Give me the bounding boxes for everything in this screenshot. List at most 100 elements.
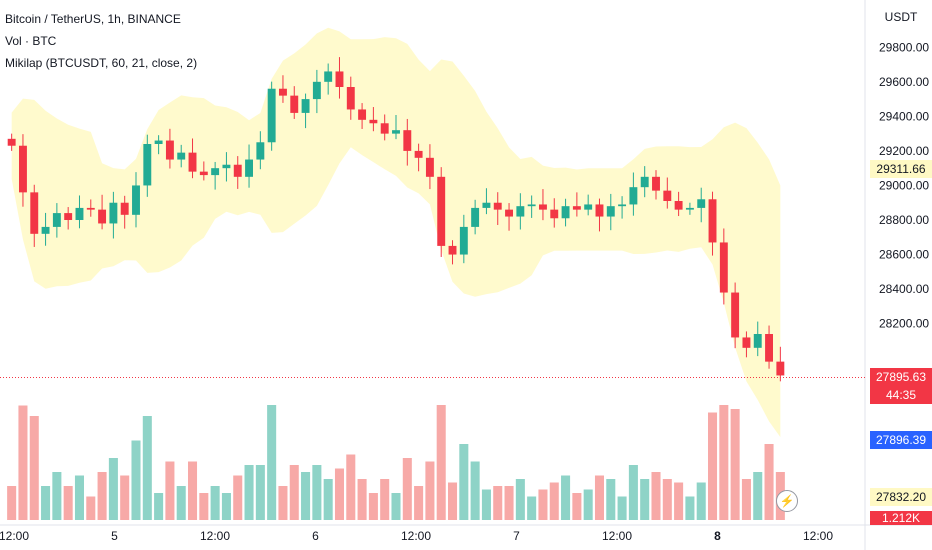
volume-bar bbox=[210, 486, 220, 520]
volume-bar bbox=[662, 479, 672, 520]
candle-body bbox=[550, 209, 559, 219]
volume-bar bbox=[199, 493, 209, 520]
volume-bar bbox=[753, 472, 763, 520]
candle-body bbox=[154, 140, 163, 144]
volume-bar bbox=[52, 472, 62, 520]
candle-body bbox=[414, 150, 423, 158]
volume-bar bbox=[459, 444, 469, 520]
volume-bar bbox=[301, 472, 311, 520]
volume-bar bbox=[221, 493, 231, 520]
candle-body bbox=[708, 199, 717, 243]
volume-bar bbox=[165, 461, 175, 520]
time-tick-label: 6 bbox=[312, 529, 319, 543]
volume-bar bbox=[425, 461, 435, 520]
candle-body bbox=[776, 361, 785, 376]
candle-body bbox=[301, 99, 310, 113]
volume-bar bbox=[561, 475, 571, 520]
volume-bar bbox=[41, 486, 51, 520]
candle-body bbox=[742, 337, 751, 348]
price-tick-label: 28400.00 bbox=[879, 282, 929, 296]
time-tick-label: 8 bbox=[714, 529, 721, 543]
volume-bar bbox=[481, 489, 491, 520]
volume-bar bbox=[391, 493, 401, 520]
volume-bar bbox=[188, 461, 198, 520]
volume-bar bbox=[86, 496, 96, 520]
volume-bar bbox=[289, 465, 299, 520]
volume-bar bbox=[651, 472, 661, 520]
volume-bar bbox=[267, 405, 277, 520]
candle-body bbox=[75, 207, 84, 220]
volume-bar bbox=[628, 465, 638, 520]
candle-body bbox=[606, 206, 615, 217]
candle-body bbox=[482, 202, 491, 208]
candle-body bbox=[663, 190, 672, 201]
candle-body bbox=[177, 152, 186, 160]
candle-body bbox=[539, 204, 547, 210]
volume-bar bbox=[368, 493, 378, 520]
volume-bar bbox=[402, 458, 412, 520]
candle-body bbox=[584, 204, 593, 210]
candle-body bbox=[527, 204, 536, 207]
price-tick-label: 29200.00 bbox=[879, 144, 929, 158]
candle-body bbox=[392, 130, 400, 134]
candle-body bbox=[245, 159, 253, 177]
candle-body bbox=[493, 202, 502, 210]
volume-bar bbox=[583, 489, 593, 520]
indicator-band bbox=[11, 27, 781, 438]
candle-body bbox=[719, 242, 728, 293]
candle-body bbox=[765, 334, 773, 362]
candle-body bbox=[256, 142, 265, 160]
candle-body bbox=[516, 206, 525, 217]
candle-body bbox=[120, 202, 129, 215]
candle-body bbox=[279, 88, 287, 96]
volume-bar bbox=[685, 496, 695, 520]
candle-body bbox=[19, 145, 27, 193]
candle-body bbox=[86, 207, 95, 210]
candle-body bbox=[64, 213, 73, 220]
candle-body bbox=[199, 171, 208, 176]
volume-bar bbox=[63, 486, 73, 520]
last-price-tag: 27896.39 bbox=[870, 431, 932, 449]
countdown-tag: 44:35 bbox=[870, 386, 932, 405]
volume-bar bbox=[538, 489, 548, 520]
candle-body bbox=[731, 292, 740, 338]
candle-body bbox=[143, 144, 152, 186]
volume-bar bbox=[131, 440, 141, 520]
candle-body bbox=[267, 88, 276, 143]
candle-body bbox=[324, 71, 333, 82]
candle-body bbox=[652, 176, 660, 191]
band-upper-tag: 29311.66 bbox=[870, 160, 932, 178]
price-tick-label: 29400.00 bbox=[879, 109, 929, 123]
candle-body bbox=[290, 95, 299, 113]
candle-body bbox=[425, 157, 434, 177]
volume-bar bbox=[18, 405, 28, 520]
candle-body bbox=[629, 187, 638, 205]
time-tick-label: 12:00 bbox=[401, 529, 431, 543]
candle-body bbox=[211, 168, 220, 176]
volume-bar bbox=[233, 475, 243, 520]
candle-body bbox=[697, 199, 706, 208]
candle-body bbox=[753, 334, 762, 348]
candle-body bbox=[312, 81, 321, 100]
volume-bar bbox=[278, 486, 288, 520]
current-price-tag: 27895.63 bbox=[870, 368, 932, 387]
candle-body bbox=[618, 204, 627, 207]
volume-bar bbox=[357, 479, 367, 520]
time-tick-label: 12:00 bbox=[803, 529, 833, 543]
candle-body bbox=[358, 109, 367, 120]
volume-bar bbox=[74, 475, 84, 520]
volume-bar bbox=[572, 493, 582, 520]
lightning-icon[interactable]: ⚡ bbox=[776, 490, 798, 512]
time-tick-label: 12:00 bbox=[0, 529, 29, 543]
price-tick-label: 28800.00 bbox=[879, 213, 929, 227]
volume-bar bbox=[436, 405, 446, 520]
volume-bar bbox=[334, 468, 344, 520]
candle-body bbox=[98, 209, 107, 224]
volume-bar bbox=[346, 454, 356, 520]
price-tick-label: 29000.00 bbox=[879, 178, 929, 192]
volume-bar bbox=[764, 444, 774, 520]
candle-body bbox=[674, 201, 683, 210]
volume-bar bbox=[594, 475, 604, 520]
candle-body bbox=[52, 213, 61, 227]
